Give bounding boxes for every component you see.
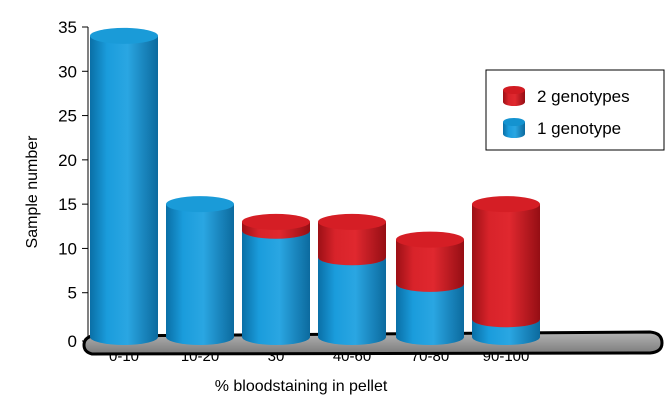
y-axis-ticks: 0 5 10 15 20 25 30 35 (58, 18, 88, 351)
bar-segment-1-genotype (242, 230, 310, 345)
bar-segment-top (472, 196, 540, 213)
legend-label: 2 genotypes (537, 87, 630, 106)
bar-segment-2-genotypes (396, 239, 464, 292)
legend-label: 1 genotype (537, 119, 621, 138)
bar-segment-top (318, 213, 386, 230)
bar-segment-1-genotype (396, 283, 464, 345)
y-tick-label: 5 (68, 284, 77, 303)
legend-swatch (503, 86, 525, 106)
legend: 2 genotypes 1 genotype (485, 69, 665, 151)
y-tick-label: 25 (58, 107, 77, 126)
bar-segment-top (242, 213, 310, 230)
bar-stack (90, 27, 158, 345)
bar-stack (318, 213, 386, 345)
bar-segment-top (166, 196, 234, 213)
bar-segment-2-genotypes (318, 221, 386, 266)
bar-segment-1-genotype (90, 35, 158, 345)
bar-stack (396, 231, 464, 345)
y-tick-label: 15 (58, 195, 77, 214)
bar-group (90, 27, 540, 345)
bar-segment-top (396, 231, 464, 248)
bar-stack (472, 196, 540, 345)
bar-segment-2-genotypes (472, 204, 540, 328)
x-axis-title: % bloodstaining in pellet (215, 378, 388, 395)
y-tick-label: 0 (68, 332, 77, 351)
legend-box (485, 69, 665, 151)
bar-segment-1-genotype (318, 257, 386, 345)
legend-items: 2 genotypes 1 genotype (503, 86, 630, 138)
y-tick-label: 20 (58, 151, 77, 170)
y-tick-label: 30 (58, 62, 77, 81)
bar-stack (166, 196, 234, 345)
bar-segment-top (90, 27, 158, 44)
y-axis-title: Sample number (24, 135, 41, 249)
bar-segment-1-genotype (166, 204, 234, 345)
bar-stack (242, 213, 310, 345)
y-tick-label: 35 (58, 18, 77, 37)
y-tick-label: 10 (58, 239, 77, 258)
legend-swatch (503, 118, 525, 138)
